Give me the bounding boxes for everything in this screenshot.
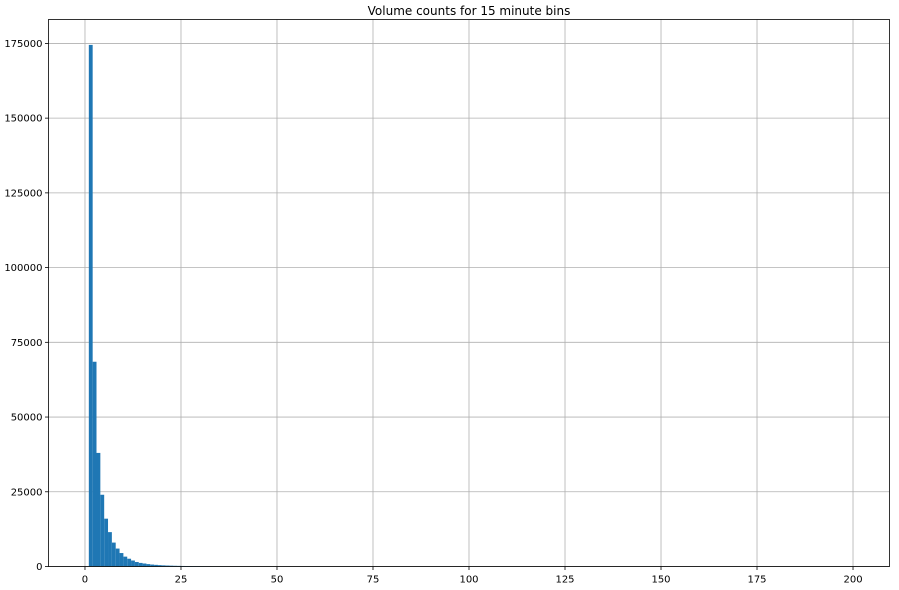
x-tick-label: 200 [843, 575, 862, 586]
histogram-bar [100, 494, 105, 567]
y-tick-label: 100000 [4, 263, 42, 274]
histogram-bar [142, 563, 147, 567]
histogram-bar [92, 361, 97, 567]
y-tick-label: 0 [36, 562, 42, 573]
x-tick-label: 175 [747, 575, 766, 586]
histogram-bar [146, 564, 151, 567]
histogram-bar [111, 542, 116, 567]
y-tick-label: 175000 [4, 39, 42, 50]
y-tick-label: 50000 [11, 413, 43, 424]
x-tick-label: 125 [555, 575, 574, 586]
histogram-bar [108, 532, 112, 567]
histogram-bar [115, 548, 120, 567]
histogram-bar [138, 562, 143, 567]
y-tick-label: 150000 [4, 114, 42, 125]
histogram-bar [123, 556, 128, 567]
histogram-bar [150, 564, 155, 567]
y-tick-label: 75000 [11, 338, 43, 349]
bars-layer [88, 44, 243, 567]
histogram-bar [134, 562, 139, 567]
histogram-bar [104, 518, 109, 567]
histogram-bar [131, 560, 135, 567]
histogram-bar [157, 565, 162, 567]
grid-layer [48, 19, 890, 567]
histogram-bar [161, 565, 166, 567]
histogram-bar [169, 565, 174, 567]
histogram-bar [127, 558, 132, 567]
histogram-bar [154, 564, 158, 567]
y-tick-label: 125000 [4, 188, 42, 199]
histogram-bar [96, 452, 101, 567]
y-tick-label: 25000 [11, 487, 43, 498]
histogram-bar [119, 553, 124, 567]
chart-title: Volume counts for 15 minute bins [368, 4, 571, 18]
x-tick-label: 0 [82, 575, 88, 586]
x-tick-label: 25 [175, 575, 188, 586]
x-tick-label: 100 [459, 575, 478, 586]
x-tick-label: 150 [651, 575, 670, 586]
histogram-bar [88, 44, 93, 567]
x-tick-label: 50 [271, 575, 284, 586]
x-tick-label: 75 [367, 575, 380, 586]
histogram-bar [165, 565, 170, 567]
ticks-layer: 0 25 50 75 100 125 150 175 200 0 25000 50000 75000 10… [4, 39, 862, 586]
